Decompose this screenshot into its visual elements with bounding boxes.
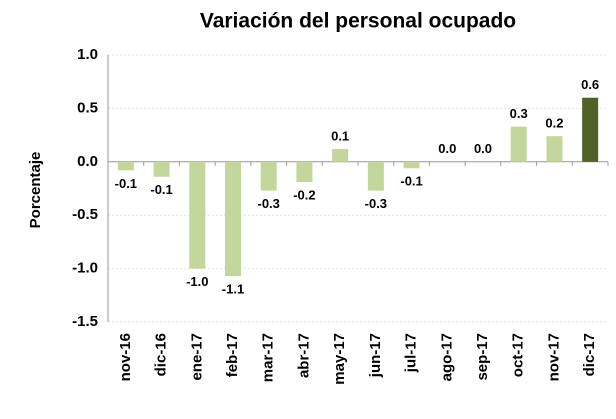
data-label: -0.1 [115,176,137,191]
y-tick-label: -0.5 [72,206,98,223]
bar [260,161,277,191]
x-tick-label: jul-17 [403,333,420,373]
data-label: 0.1 [331,128,349,143]
bar [367,161,384,191]
y-tick-label: -1.0 [72,260,98,277]
bar [117,161,134,171]
data-label: 0.2 [545,116,563,131]
bar [546,136,563,162]
bar [225,161,241,277]
data-label: -1.0 [186,274,208,289]
data-label: 0.0 [474,141,492,156]
x-tick-label: ene-17 [188,333,205,381]
data-label: -1.1 [222,282,244,297]
bar [189,161,206,269]
x-tick-label: may-17 [331,333,348,385]
data-label: -0.2 [293,188,315,203]
bar [403,161,420,169]
data-label: 0.6 [581,77,599,92]
data-label: 0.3 [510,106,528,121]
data-label: -0.1 [400,174,422,189]
x-tick-label: dic-17 [581,333,598,376]
x-tick-label: mar-17 [260,333,277,382]
x-tick-label: abr-17 [295,333,312,378]
chart-title: Variación del personal ocupado [200,10,516,33]
x-tick-label: feb-17 [224,333,241,377]
x-tick-label: nov-17 [545,333,562,381]
x-tick-label: sep-17 [474,333,491,381]
data-label: -0.3 [258,196,280,211]
bar [332,148,349,162]
x-tick-label: ago-17 [438,333,455,381]
x-tick-label: dic-16 [153,333,170,376]
data-label: -0.3 [365,196,387,211]
data-label: -0.1 [150,182,172,197]
y-axis-label: Porcentaje [27,152,44,229]
y-tick-label: 0.0 [77,153,98,170]
y-tick-label: -1.5 [72,313,98,330]
bar [510,126,527,162]
y-tick-label: 1.0 [77,46,98,63]
x-tick-label: oct-17 [510,333,527,377]
x-tick-label: jun-17 [367,333,384,378]
y-tick-label: 0.5 [77,99,98,116]
data-label: 0.0 [438,141,456,156]
bar [582,97,599,162]
x-tick-label: nov-16 [117,333,134,381]
bar [296,161,313,183]
bar [153,161,170,177]
